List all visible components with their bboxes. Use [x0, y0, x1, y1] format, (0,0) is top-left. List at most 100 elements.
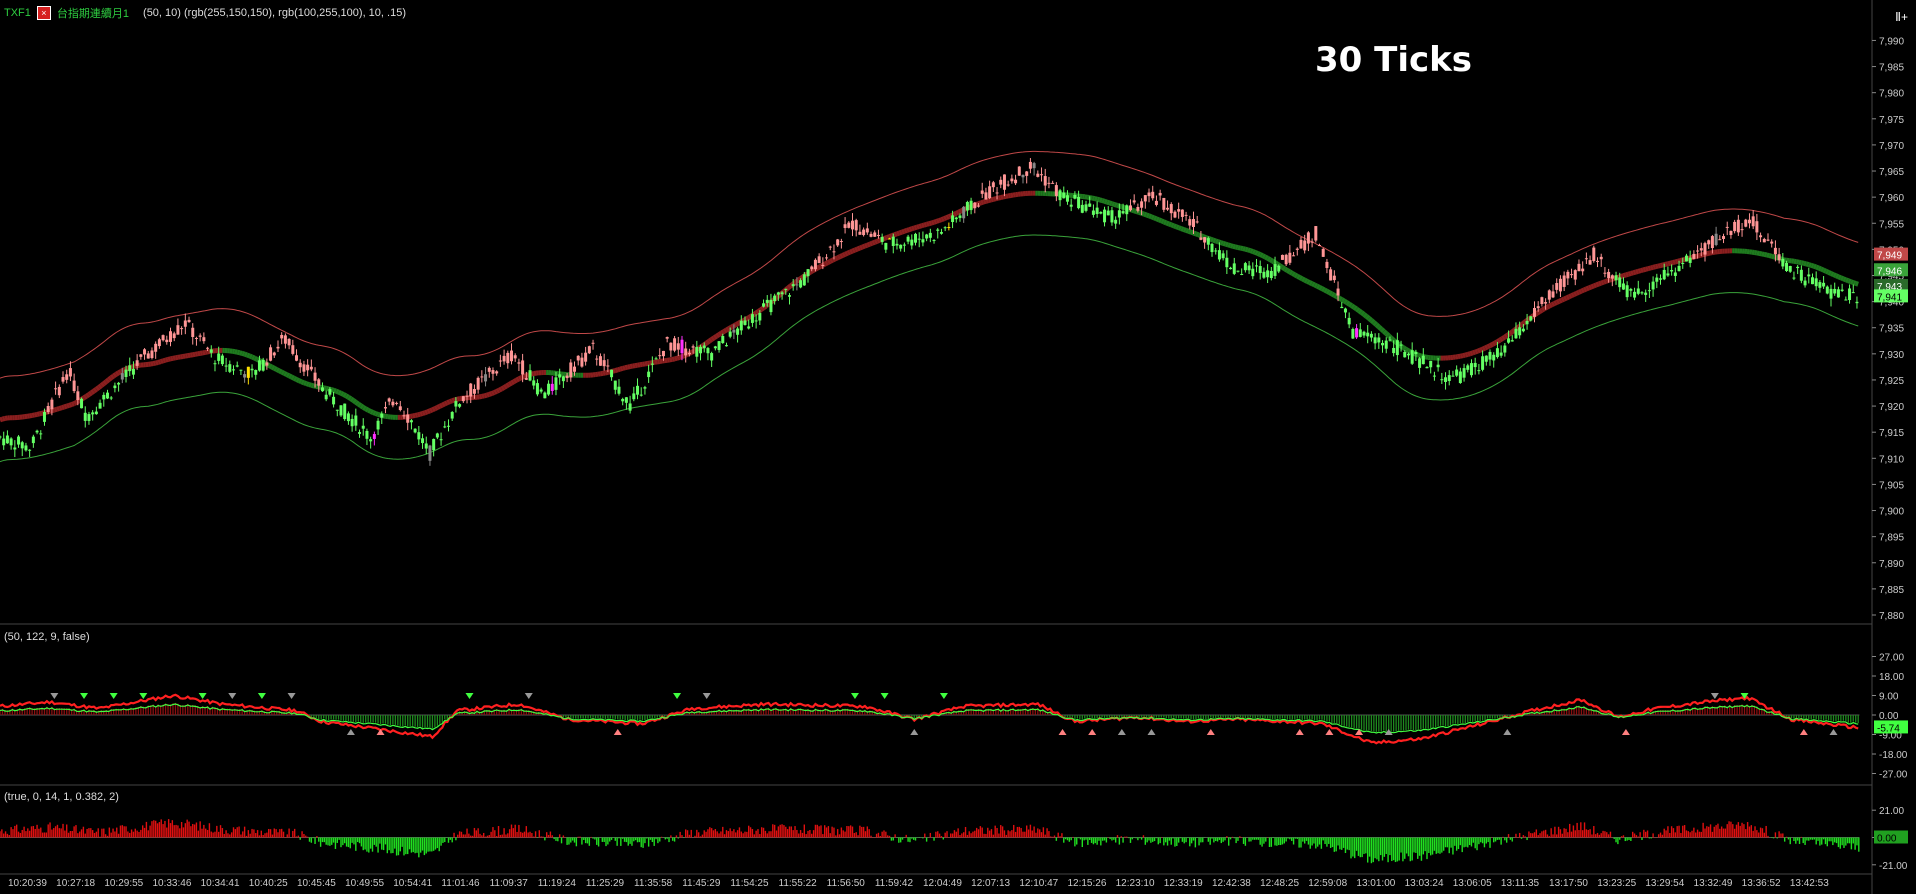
- candle-body: [1510, 340, 1514, 342]
- mid-band-segment: [1812, 263, 1818, 270]
- buy-arrow-icon: [1206, 729, 1215, 735]
- candle-body: [1180, 209, 1184, 217]
- candle-body: [1751, 216, 1755, 227]
- mid-band-segment: [829, 257, 834, 264]
- time-tick-label: 12:15:26: [1067, 878, 1106, 889]
- candle-body: [417, 432, 421, 440]
- candle-body: [1154, 200, 1158, 205]
- mid-band-segment: [1345, 300, 1351, 307]
- price-tick-label: 7,885: [1879, 585, 1904, 596]
- mid-band-segment: [490, 390, 496, 396]
- candle-body: [94, 411, 98, 415]
- candle-body: [1369, 333, 1373, 338]
- symbol-label[interactable]: TXF1: [4, 7, 31, 19]
- candle-body: [865, 228, 869, 233]
- candle-body: [194, 337, 198, 339]
- candle-body: [1596, 260, 1600, 262]
- candle-body: [1221, 253, 1225, 259]
- candle-body: [980, 190, 984, 194]
- candle-body: [1796, 266, 1800, 269]
- candle-body: [135, 360, 139, 366]
- candle-body: [573, 366, 577, 372]
- candle-body: [391, 401, 395, 406]
- buy-arrow-icon: [1325, 729, 1334, 735]
- candle-body: [1236, 270, 1240, 272]
- candle-body: [561, 376, 565, 382]
- candle-body: [1151, 191, 1155, 199]
- candle-body: [1473, 362, 1477, 368]
- mid-band-segment: [1367, 316, 1373, 323]
- mid-band-segment: [607, 369, 611, 375]
- candle-body: [1406, 353, 1410, 356]
- candle-body: [802, 274, 806, 286]
- candle-body: [717, 341, 721, 350]
- candle-body: [1440, 379, 1444, 381]
- candle-body: [1047, 182, 1051, 184]
- candle-body: [1084, 204, 1088, 211]
- price-tick-label: 7,970: [1879, 141, 1904, 152]
- candle-body: [206, 347, 210, 349]
- price-tick-label: 7,965: [1879, 167, 1904, 178]
- price-tick-label: 7,920: [1879, 402, 1904, 413]
- last-price-label: 7,946: [1877, 266, 1902, 277]
- candle-body: [995, 192, 999, 194]
- price-tick-label: 7,880: [1879, 611, 1904, 622]
- sell-arrow-icon: [50, 693, 59, 699]
- mid-band-segment: [933, 219, 938, 225]
- candle-body: [2, 438, 6, 446]
- candle-body: [213, 363, 217, 365]
- mid-band-segment: [868, 240, 874, 247]
- candle-body: [105, 392, 109, 399]
- mid-band-segment: [102, 379, 108, 386]
- time-tick-label: 11:45:29: [682, 878, 721, 889]
- candle-body: [1054, 185, 1058, 196]
- candle-body: [876, 234, 880, 236]
- candle-body: [1184, 214, 1188, 216]
- candle-body: [254, 369, 258, 375]
- mid-band-segment: [1254, 250, 1259, 256]
- mid-band-segment: [87, 390, 93, 397]
- mid-band-segment: [1657, 263, 1662, 269]
- mid-band-segment: [1237, 245, 1241, 251]
- mid-band-segment: [369, 409, 375, 415]
- mid-band-segment: [251, 354, 256, 361]
- mid-band-segment: [356, 401, 363, 408]
- candle-body: [880, 236, 884, 242]
- mid-band-segment: [94, 385, 101, 392]
- candle-body: [1566, 271, 1570, 279]
- candle-body: [947, 227, 951, 229]
- candle-body: [621, 398, 625, 402]
- candle-body: [372, 434, 376, 439]
- mid-band-segment: [295, 377, 301, 383]
- buy-arrow-icon: [1295, 729, 1304, 735]
- candle-body: [565, 375, 569, 379]
- indicator-name[interactable]: 台指期連續月1: [56, 8, 130, 20]
- mid-band-segment: [297, 378, 303, 385]
- mid-band-segment: [1402, 345, 1408, 352]
- mid-band-segment: [1306, 279, 1311, 285]
- mid-band-segment: [1296, 273, 1301, 280]
- candle-body: [1366, 332, 1370, 337]
- candle-body: [454, 401, 458, 407]
- candle-body: [1462, 368, 1466, 378]
- panel-toggle-icon[interactable]: Ⅱ+: [1895, 10, 1908, 24]
- candle-body: [491, 370, 495, 374]
- candle-body: [80, 398, 84, 409]
- candle-body: [769, 299, 773, 313]
- buy-arrow-icon: [1355, 729, 1364, 735]
- candle-body: [1507, 338, 1511, 343]
- mid-band-segment: [1133, 208, 1138, 214]
- signal-line: [0, 703, 1859, 734]
- mid-band-segment: [335, 388, 340, 395]
- candle-body: [154, 343, 158, 352]
- upper-band-line: [0, 150, 1859, 379]
- mid-band-segment: [883, 235, 888, 241]
- last-price-badge: [1874, 289, 1908, 303]
- mid-band-segment: [824, 260, 829, 267]
- candle-body: [1562, 275, 1566, 287]
- mid-band-segment: [923, 221, 928, 228]
- candle-body: [228, 364, 232, 372]
- remove-indicator-icon[interactable]: ×: [36, 6, 51, 20]
- candle-body: [1610, 275, 1614, 279]
- candle-body: [428, 445, 432, 461]
